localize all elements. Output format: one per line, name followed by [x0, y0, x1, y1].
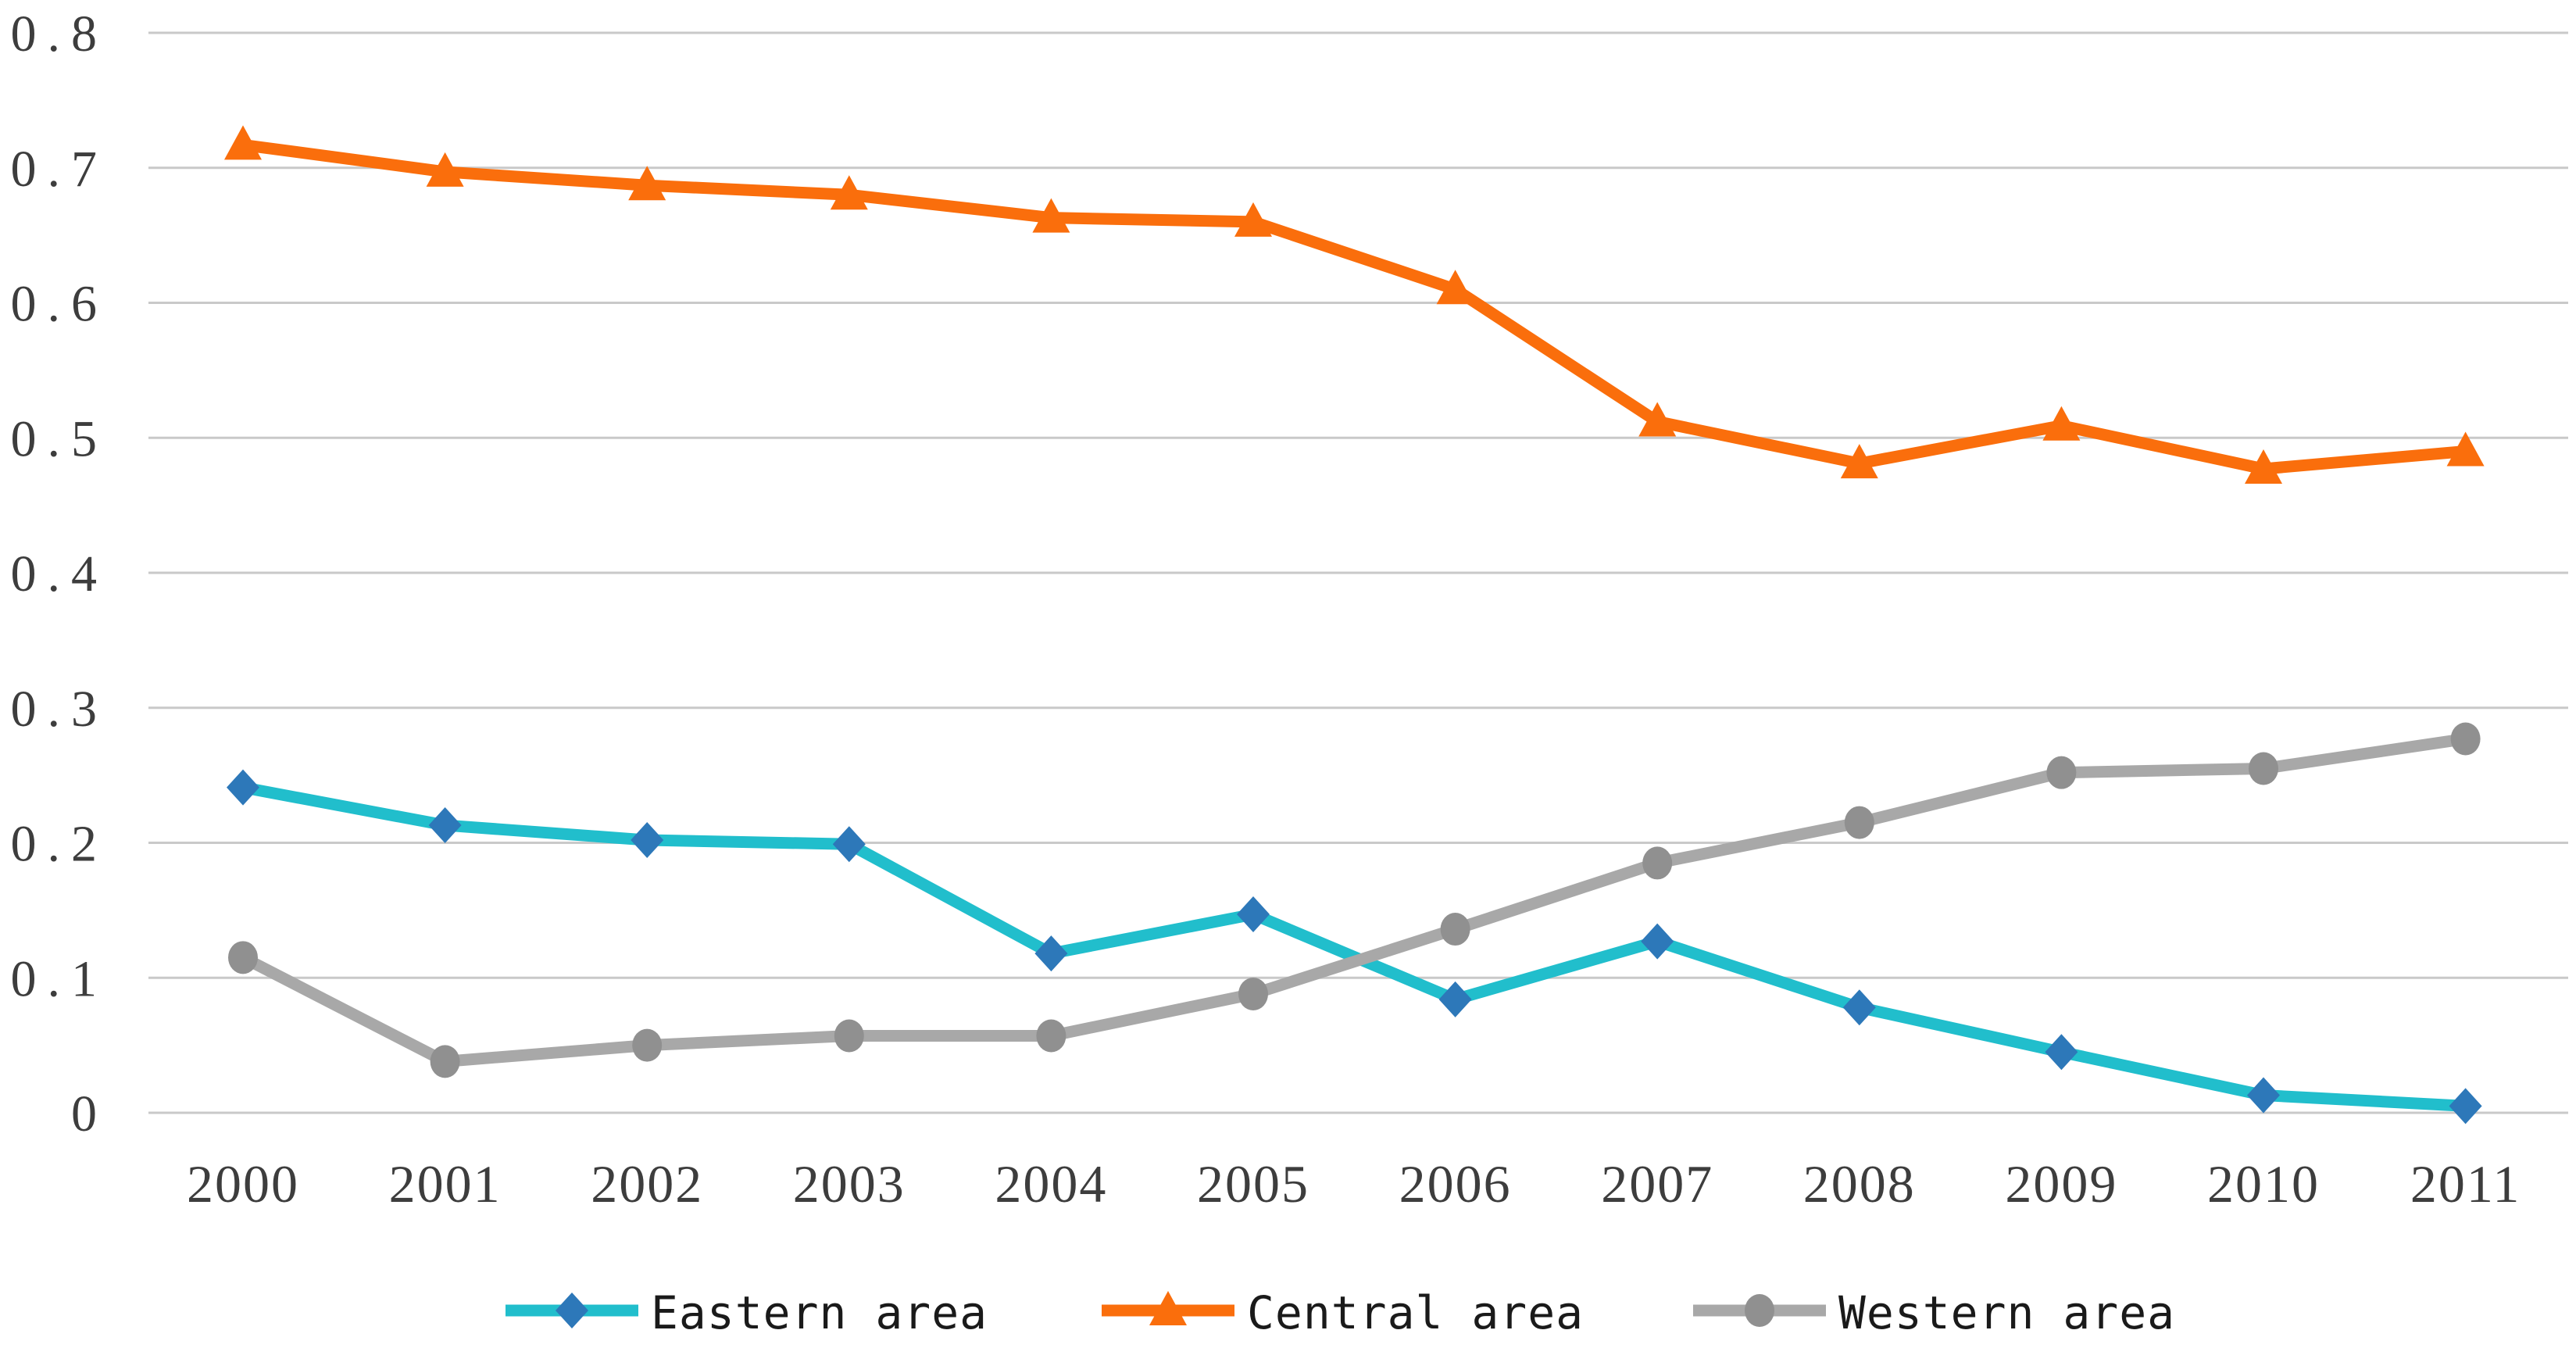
data-point-marker-western-area	[834, 1019, 864, 1053]
data-point-marker-eastern-area	[227, 769, 259, 806]
data-point-marker-central-area	[628, 166, 666, 201]
data-point-marker-central-area	[830, 175, 868, 210]
y-tick-label: 0.3	[11, 681, 109, 738]
data-point-marker-central-area	[2042, 406, 2081, 441]
data-point-marker-central-area	[1032, 198, 1070, 233]
data-point-marker-western-area	[430, 1045, 460, 1078]
y-tick-label: 0.4	[11, 545, 109, 602]
y-tick-label: 0.5	[11, 410, 109, 467]
x-tick-label: 2007	[1601, 1154, 1713, 1214]
data-point-marker-central-area	[224, 125, 262, 160]
x-tick-label: 2009	[2005, 1154, 2117, 1214]
data-point-marker-central-area	[426, 152, 464, 187]
data-point-marker-western-area	[632, 1028, 663, 1062]
data-point-marker-western-area	[1440, 913, 1470, 946]
series-line-eastern-area	[237, 781, 2472, 1112]
legend-label-central-area: Central area	[1247, 1286, 1584, 1339]
legend-marker-eastern-area	[556, 1293, 588, 1328]
x-tick-label: 2002	[591, 1154, 703, 1214]
y-tick-label: 0	[71, 1085, 108, 1142]
x-tick-label: 2003	[793, 1154, 906, 1214]
data-point-marker-eastern-area	[428, 807, 462, 844]
y-tick-label: 0.8	[11, 5, 109, 63]
legend-label-eastern-area: Eastern area	[651, 1286, 988, 1339]
x-tick-label: 2005	[1197, 1154, 1309, 1214]
x-tick-label: 2004	[995, 1154, 1107, 1214]
y-tick-label: 0.6	[11, 276, 109, 333]
data-point-marker-eastern-area	[2045, 1034, 2078, 1071]
data-point-marker-western-area	[1238, 977, 1268, 1010]
legend-label-western-area: Western area	[1838, 1286, 2175, 1339]
legend-marker-western-area	[1745, 1294, 1774, 1327]
data-point-marker-central-area	[1436, 270, 1474, 305]
series-line-central-area	[237, 138, 2472, 475]
data-point-marker-central-area	[2446, 431, 2485, 467]
data-point-marker-eastern-area	[2247, 1077, 2280, 1114]
legend-marker-central-area	[1149, 1291, 1187, 1325]
data-point-marker-eastern-area	[832, 826, 866, 863]
y-tick-label: 0.7	[11, 141, 109, 198]
x-tick-label: 2000	[187, 1154, 299, 1214]
x-tick-label: 2006	[1399, 1154, 1512, 1214]
data-point-marker-central-area	[1840, 444, 1878, 479]
data-point-marker-western-area	[1036, 1019, 1066, 1053]
data-point-marker-eastern-area	[1842, 989, 1876, 1026]
x-tick-label: 2008	[1803, 1154, 1916, 1214]
x-tick-label: 2010	[2207, 1154, 2320, 1214]
y-tick-label: 0.2	[11, 816, 109, 873]
y-tick-label: 0.1	[11, 950, 109, 1007]
data-point-marker-eastern-area	[1641, 923, 1674, 960]
data-point-marker-western-area	[1844, 806, 1874, 839]
x-tick-label: 2001	[389, 1154, 502, 1214]
data-point-marker-central-area	[1234, 202, 1272, 237]
data-point-marker-eastern-area	[1237, 896, 1270, 933]
data-point-marker-western-area	[228, 941, 258, 974]
x-tick-label: 2011	[2410, 1154, 2521, 1214]
series-line-western-area	[237, 732, 2472, 1067]
data-point-marker-eastern-area	[2449, 1088, 2482, 1125]
data-point-marker-eastern-area	[631, 822, 664, 859]
data-point-marker-western-area	[2046, 756, 2077, 789]
data-point-marker-eastern-area	[1438, 981, 1472, 1017]
data-point-marker-central-area	[1638, 402, 1677, 437]
data-point-marker-eastern-area	[1034, 935, 1068, 972]
data-point-marker-central-area	[2245, 449, 2282, 484]
data-point-marker-western-area	[2249, 752, 2278, 785]
data-point-marker-western-area	[2450, 722, 2481, 756]
data-point-marker-western-area	[1642, 846, 1673, 880]
